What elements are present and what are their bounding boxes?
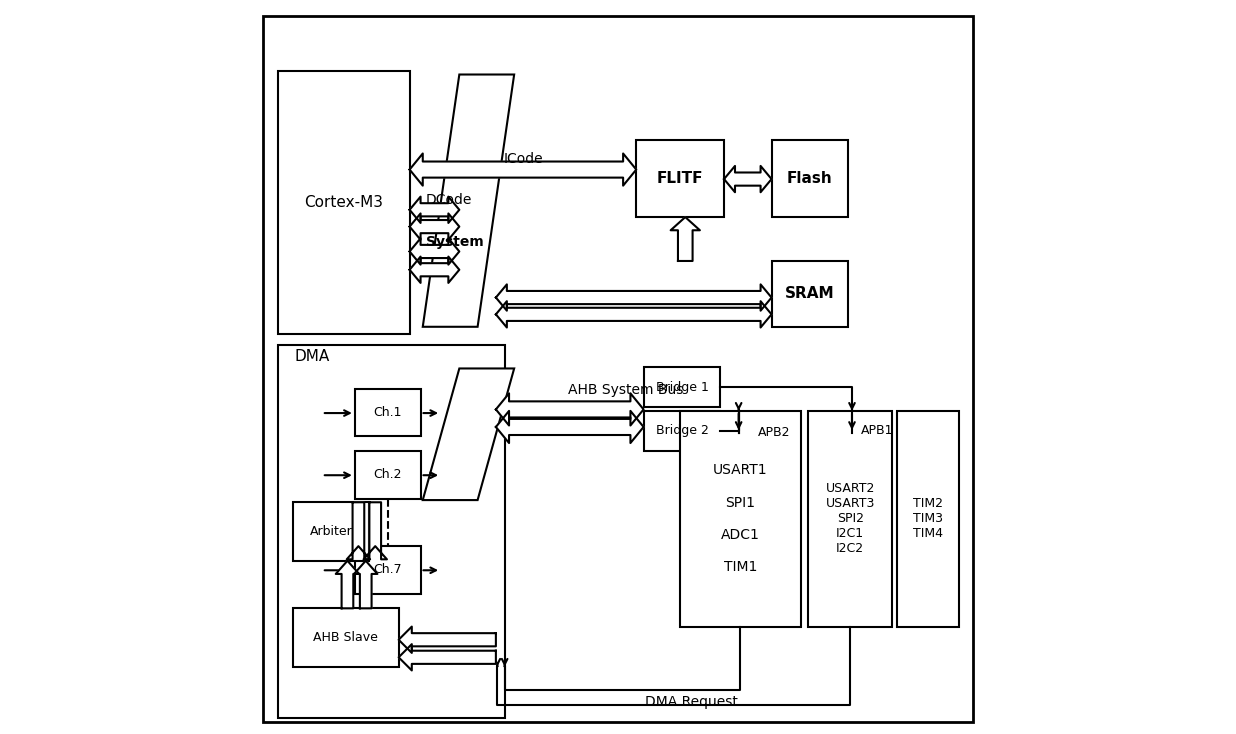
Bar: [293, 608, 399, 666]
Bar: [293, 502, 370, 561]
Text: AHB Slave: AHB Slave: [313, 631, 378, 644]
Polygon shape: [409, 197, 460, 223]
Bar: [278, 71, 409, 334]
Text: AHB System Bus: AHB System Bus: [569, 383, 684, 397]
Text: Flash: Flash: [787, 171, 833, 186]
Text: DCode: DCode: [425, 193, 472, 207]
Text: Bridge 1: Bridge 1: [655, 381, 708, 393]
Text: SRAM: SRAM: [785, 286, 834, 302]
Text: Ch.2: Ch.2: [373, 468, 402, 482]
Text: Arbiter: Arbiter: [310, 525, 352, 538]
Bar: [644, 367, 721, 407]
Bar: [355, 389, 420, 437]
Polygon shape: [409, 153, 637, 186]
Text: Bridge 2: Bridge 2: [655, 424, 708, 437]
Polygon shape: [353, 561, 377, 608]
Polygon shape: [423, 75, 514, 327]
Bar: [278, 345, 504, 718]
Text: USART2
USART3
SPI2
I2C1
I2C2: USART2 USART3 SPI2 I2C1 I2C2: [826, 482, 875, 555]
Polygon shape: [399, 627, 496, 653]
Text: FLITF: FLITF: [656, 171, 703, 186]
Text: APB2: APB2: [758, 426, 790, 440]
Polygon shape: [399, 644, 496, 670]
Bar: [680, 411, 801, 627]
Bar: [771, 140, 848, 217]
Text: USART1

SPI1

ADC1

TIM1: USART1 SPI1 ADC1 TIM1: [713, 463, 768, 574]
Text: Cortex-M3: Cortex-M3: [304, 195, 383, 210]
Polygon shape: [363, 502, 387, 559]
Bar: [355, 546, 420, 594]
Polygon shape: [671, 217, 700, 261]
Text: APB1: APB1: [861, 424, 894, 437]
Polygon shape: [496, 393, 644, 426]
Polygon shape: [409, 214, 460, 240]
Bar: [808, 411, 892, 627]
Bar: [637, 140, 724, 217]
Bar: [644, 411, 721, 451]
Text: ICode: ICode: [503, 152, 543, 166]
Polygon shape: [496, 411, 644, 443]
Bar: [897, 411, 959, 627]
Text: DMA: DMA: [294, 349, 329, 364]
Text: System: System: [425, 235, 483, 249]
Bar: [771, 261, 848, 327]
Bar: [355, 451, 420, 498]
Text: Ch.1: Ch.1: [373, 406, 402, 419]
Polygon shape: [724, 166, 771, 192]
Polygon shape: [409, 239, 460, 265]
Text: TIM2
TIM3
TIM4: TIM2 TIM3 TIM4: [913, 497, 943, 540]
Polygon shape: [409, 257, 460, 283]
Polygon shape: [347, 502, 370, 559]
Text: DMA Request: DMA Request: [645, 695, 738, 709]
Polygon shape: [496, 301, 771, 327]
Polygon shape: [423, 368, 514, 500]
Text: Ch.7: Ch.7: [373, 564, 402, 576]
Polygon shape: [496, 284, 771, 310]
Polygon shape: [336, 561, 360, 608]
